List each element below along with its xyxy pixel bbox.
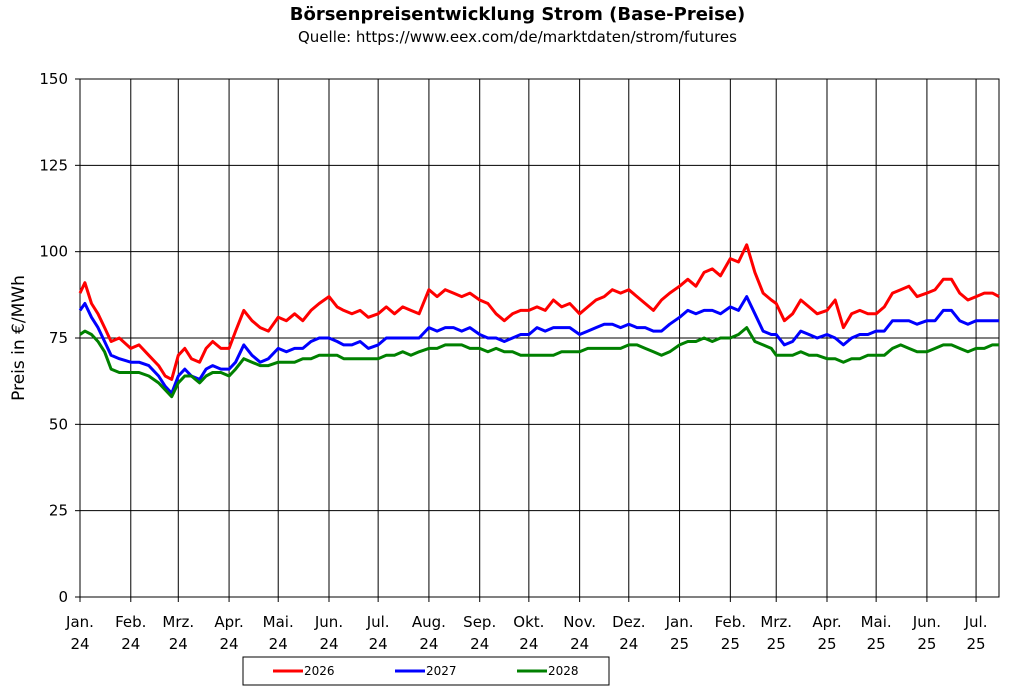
x-tick-month-label: Nov. (563, 613, 596, 631)
y-tick-label: 125 (39, 156, 68, 174)
x-tick-month-label: Feb. (115, 613, 146, 631)
legend-label-2026: 2026 (304, 664, 335, 678)
x-tick-month-label: Jan. (665, 613, 694, 631)
x-tick-month-label: Mai. (263, 613, 294, 631)
y-tick-label: 100 (39, 243, 68, 261)
legend-label-2027: 2027 (426, 664, 457, 678)
x-tick-year-label: 24 (419, 635, 438, 653)
x-tick-year-label: 24 (121, 635, 140, 653)
x-tick-year-label: 25 (670, 635, 689, 653)
x-tick-year-label: 24 (169, 635, 188, 653)
x-tick-month-label: Mrz. (162, 613, 194, 631)
x-tick-month-label: Jun. (912, 613, 941, 631)
x-tick-year-label: 24 (269, 635, 288, 653)
x-tick-month-label: Feb. (715, 613, 746, 631)
y-tick-label: 150 (39, 70, 68, 88)
chart-subtitle: Quelle: https://www.eex.com/de/marktdate… (298, 28, 737, 46)
x-tick-year-label: 24 (570, 635, 589, 653)
x-tick-year-label: 24 (70, 635, 89, 653)
x-tick-month-label: Jul. (964, 613, 988, 631)
series-line-2027 (78, 295, 999, 395)
y-axis-label: Preis in €/MWh (9, 275, 29, 401)
x-axis-ticks: Jan. 24 Feb. 24 Mrz. 24 Apr. 24 Mai. 24 Jun. 24 Jul.… (65, 597, 988, 653)
grid (79, 78, 999, 598)
x-tick-year-label: 24 (319, 635, 338, 653)
x-tick-year-label: 25 (721, 635, 740, 653)
series-line-2028 (79, 326, 999, 399)
x-tick-month-label: Mrz. (760, 613, 792, 631)
y-tick-label: 0 (58, 588, 68, 606)
x-tick-year-label: 25 (817, 635, 836, 653)
x-tick-year-label: 25 (867, 635, 886, 653)
y-tick-label: 50 (49, 415, 68, 433)
y-tick-label: 75 (49, 329, 68, 347)
legend: 2026 2027 2028 (242, 656, 610, 686)
x-tick-year-label: 25 (767, 635, 786, 653)
x-tick-month-label: Aug. (412, 613, 446, 631)
x-tick-month-label: Dez. (612, 613, 645, 631)
x-tick-year-label: 25 (917, 635, 936, 653)
legend-box (242, 656, 610, 686)
x-tick-year-label: 24 (519, 635, 538, 653)
legend-label-2028: 2028 (548, 664, 579, 678)
y-axis-ticks: 0 25 50 75 100 125 150 (39, 70, 80, 606)
x-tick-month-label: Apr. (214, 613, 243, 631)
x-tick-month-label: Okt. (513, 613, 544, 631)
series-line-2026 (78, 243, 1000, 381)
series-lines (78, 243, 1000, 399)
x-tick-year-label: 25 (967, 635, 986, 653)
x-tick-year-label: 24 (369, 635, 388, 653)
x-tick-month-label: Sep. (463, 613, 496, 631)
x-tick-month-label: Jul. (366, 613, 390, 631)
y-tick-label: 25 (49, 502, 68, 520)
x-tick-month-label: Jan. (65, 613, 94, 631)
x-tick-year-label: 24 (220, 635, 239, 653)
x-tick-year-label: 24 (619, 635, 638, 653)
x-tick-month-label: Apr. (812, 613, 841, 631)
x-tick-month-label: Jun. (314, 613, 343, 631)
x-tick-month-label: Mai. (861, 613, 892, 631)
chart-title: Börsenpreisentwicklung Strom (Base-Preis… (289, 4, 746, 25)
x-tick-year-label: 24 (470, 635, 489, 653)
